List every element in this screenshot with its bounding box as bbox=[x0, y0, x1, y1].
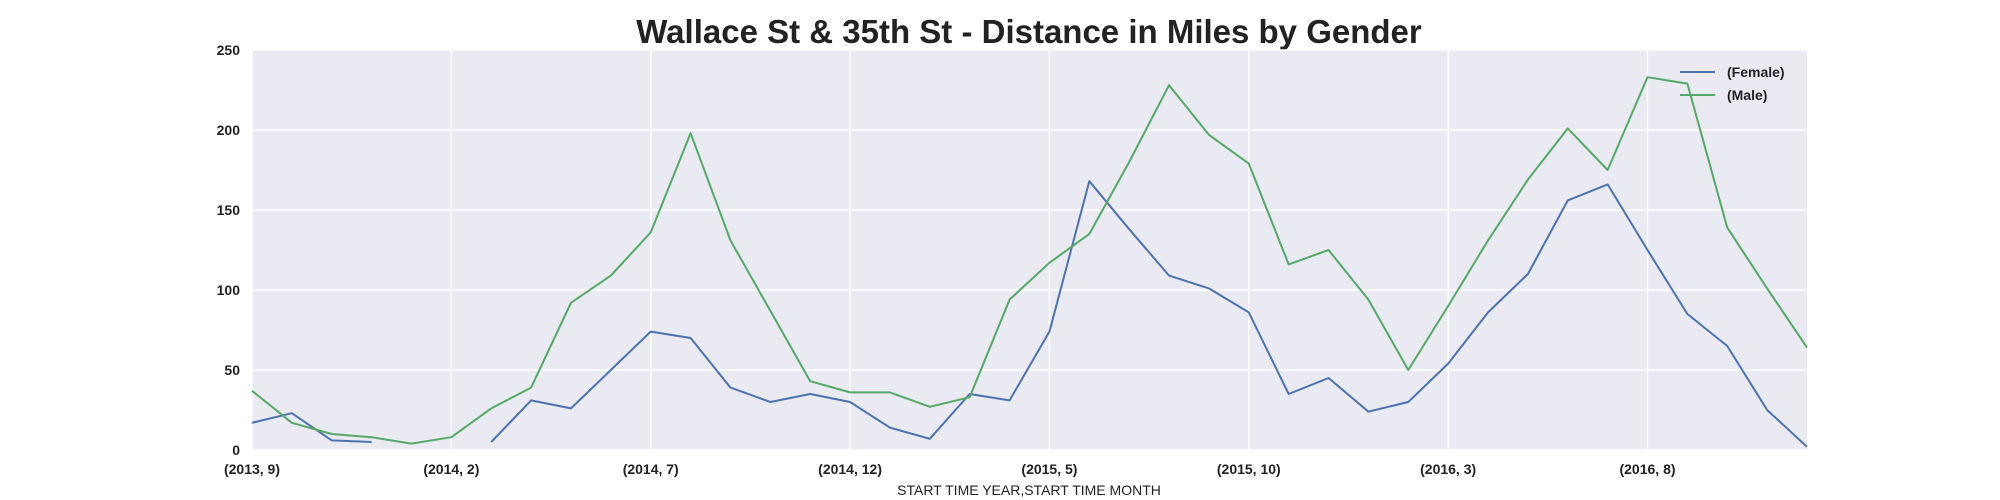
x-tick-label: (2016, 8) bbox=[1619, 461, 1675, 477]
x-tick-label: (2013, 9) bbox=[224, 461, 280, 477]
x-axis: (2013, 9) (2014, 2) (2014, 7) (2014, 12) (20… bbox=[224, 461, 1676, 477]
x-tick-label: (2015, 10) bbox=[1217, 461, 1281, 477]
y-tick-label: 50 bbox=[224, 362, 240, 378]
y-axis: 0 50 100 150 200 250 bbox=[217, 42, 241, 458]
x-tick-label: (2014, 12) bbox=[818, 461, 882, 477]
legend: (Female) (Male) bbox=[1680, 64, 1785, 103]
y-tick-label: 0 bbox=[232, 442, 240, 458]
x-tick-label: (2014, 7) bbox=[623, 461, 679, 477]
series-line-male bbox=[251, 76, 1808, 445]
x-axis-label: START TIME YEAR,START TIME MONTH bbox=[897, 482, 1161, 498]
plot-area bbox=[252, 50, 1807, 450]
y-tick-label: 150 bbox=[217, 202, 241, 218]
legend-label-male: (Male) bbox=[1727, 87, 1767, 103]
series-line-female bbox=[251, 180, 1808, 448]
y-tick-label: 200 bbox=[217, 122, 241, 138]
x-tick-label: (2014, 2) bbox=[423, 461, 479, 477]
chart-title: Wallace St & 35th St - Distance in Miles… bbox=[636, 13, 1422, 50]
x-tick-label: (2015, 5) bbox=[1021, 461, 1077, 477]
legend-label-female: (Female) bbox=[1727, 64, 1785, 80]
x-tick-label: (2016, 3) bbox=[1420, 461, 1476, 477]
y-tick-label: 100 bbox=[217, 282, 241, 298]
series-layer bbox=[251, 76, 1808, 448]
y-tick-label: 250 bbox=[217, 42, 241, 58]
